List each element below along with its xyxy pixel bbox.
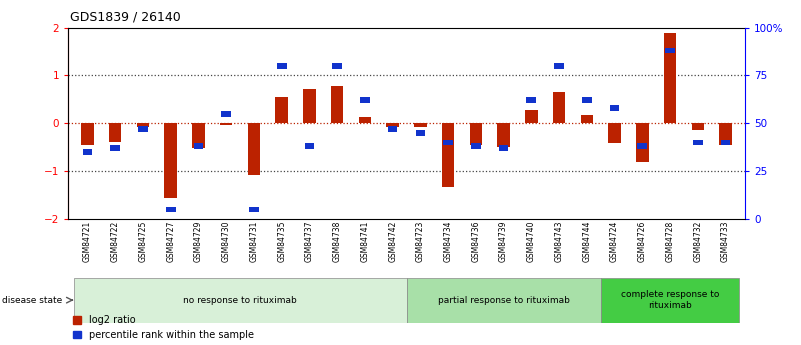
Text: GSM84736: GSM84736 — [471, 221, 481, 262]
Text: GSM84727: GSM84727 — [167, 221, 175, 262]
Bar — [138, 126, 148, 132]
Bar — [554, 63, 564, 69]
Text: GSM84728: GSM84728 — [666, 221, 674, 262]
Bar — [109, 123, 122, 141]
Text: GSM84729: GSM84729 — [194, 221, 203, 262]
Bar — [406, 278, 601, 323]
Bar — [81, 123, 94, 145]
Bar — [610, 105, 619, 111]
Text: GSM84744: GSM84744 — [582, 221, 591, 262]
Text: GSM84740: GSM84740 — [527, 221, 536, 262]
Bar — [74, 278, 406, 323]
Bar — [553, 92, 566, 123]
Bar — [248, 123, 260, 175]
Bar — [359, 117, 371, 123]
Bar — [332, 63, 342, 69]
Bar — [386, 123, 399, 127]
Bar — [277, 63, 287, 69]
Text: GSM84721: GSM84721 — [83, 221, 92, 262]
Legend: log2 ratio, percentile rank within the sample: log2 ratio, percentile rank within the s… — [73, 315, 253, 340]
Text: disease state: disease state — [2, 296, 62, 305]
Bar — [166, 207, 175, 213]
Bar — [664, 33, 676, 123]
Text: complete response to
rituximab: complete response to rituximab — [621, 290, 719, 310]
Bar — [582, 98, 592, 103]
Bar — [469, 123, 482, 145]
Bar — [601, 278, 739, 323]
Text: GSM84732: GSM84732 — [694, 221, 702, 262]
Bar — [693, 140, 702, 145]
Text: GSM84741: GSM84741 — [360, 221, 369, 262]
Bar — [388, 126, 397, 132]
Bar — [249, 207, 259, 213]
Text: GSM84742: GSM84742 — [388, 221, 397, 262]
Text: GSM84731: GSM84731 — [249, 221, 259, 262]
Bar — [416, 130, 425, 136]
Bar — [719, 123, 732, 145]
Bar — [220, 123, 232, 125]
Bar — [221, 111, 231, 117]
Bar — [192, 123, 205, 148]
Text: GSM84730: GSM84730 — [222, 221, 231, 262]
Bar — [414, 123, 427, 127]
Bar — [525, 110, 537, 123]
Bar — [497, 123, 510, 147]
Text: GSM84725: GSM84725 — [139, 221, 147, 262]
Bar — [499, 145, 509, 151]
Text: GSM84722: GSM84722 — [111, 221, 119, 262]
Bar — [721, 140, 731, 145]
Bar — [638, 144, 647, 149]
Text: no response to rituximab: no response to rituximab — [183, 296, 297, 305]
Bar — [276, 97, 288, 123]
Bar — [83, 149, 92, 155]
Bar — [164, 123, 177, 198]
Text: GSM84743: GSM84743 — [554, 221, 564, 262]
Bar — [360, 98, 370, 103]
Bar — [665, 48, 675, 53]
Bar — [442, 123, 454, 187]
Bar — [526, 98, 536, 103]
Text: GSM84735: GSM84735 — [277, 221, 286, 262]
Text: GSM84723: GSM84723 — [416, 221, 425, 262]
Text: GSM84737: GSM84737 — [305, 221, 314, 262]
Bar — [111, 145, 120, 151]
Bar — [691, 123, 704, 130]
Bar — [303, 89, 316, 123]
Bar — [194, 144, 203, 149]
Bar — [471, 144, 481, 149]
Bar — [581, 115, 593, 123]
Bar — [636, 123, 649, 161]
Bar — [608, 123, 621, 144]
Text: GSM84724: GSM84724 — [610, 221, 619, 262]
Text: GSM84734: GSM84734 — [444, 221, 453, 262]
Bar — [331, 86, 344, 123]
Text: GSM84739: GSM84739 — [499, 221, 508, 262]
Text: partial response to rituximab: partial response to rituximab — [437, 296, 570, 305]
Text: GSM84738: GSM84738 — [332, 221, 342, 262]
Text: GSM84733: GSM84733 — [721, 221, 730, 262]
Bar — [304, 144, 314, 149]
Bar — [137, 123, 149, 127]
Text: GDS1839 / 26140: GDS1839 / 26140 — [70, 10, 181, 23]
Bar — [443, 140, 453, 145]
Text: GSM84726: GSM84726 — [638, 221, 646, 262]
